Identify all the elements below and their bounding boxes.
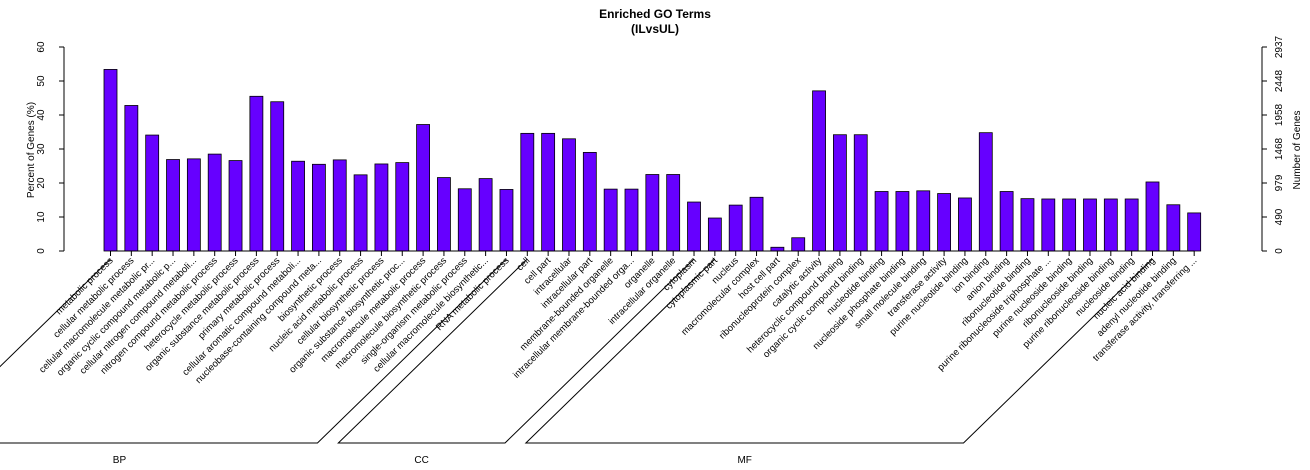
bar <box>687 201 701 252</box>
bar <box>582 151 597 252</box>
bar <box>311 163 326 252</box>
y-tick-label: 20 <box>36 177 47 189</box>
bar <box>874 191 889 252</box>
bar <box>1187 212 1202 252</box>
y2-tick-label: 1468 <box>1274 137 1285 160</box>
bar <box>958 197 972 252</box>
bar <box>749 196 764 252</box>
bar <box>791 237 806 252</box>
bar <box>562 138 576 252</box>
bar <box>499 189 514 252</box>
bar <box>228 160 243 252</box>
x-axis <box>110 250 1195 256</box>
chart-title: Enriched GO Terms <box>599 7 711 21</box>
bar <box>1083 198 1097 252</box>
y2-tick-label: 0 <box>1274 248 1285 254</box>
bar <box>853 134 868 252</box>
bar <box>145 134 160 252</box>
y2-tick-label: 1958 <box>1274 103 1285 126</box>
bar <box>999 191 1014 252</box>
group-label: MF <box>737 455 751 466</box>
y2-tick-label: 2937 <box>1274 35 1285 58</box>
bar <box>291 160 305 252</box>
bar <box>1062 198 1077 252</box>
bar <box>1020 198 1035 252</box>
bar <box>270 101 285 252</box>
bar <box>728 204 743 252</box>
bar <box>374 163 389 252</box>
y-tick-label: 60 <box>36 41 47 53</box>
y2-tick-label: 979 <box>1274 174 1285 191</box>
bar <box>103 69 118 252</box>
bar <box>1041 198 1056 252</box>
y-axis-right: 0 490 979 1468 1958 2448 2937 <box>1261 35 1285 254</box>
bar <box>353 174 368 252</box>
bar <box>437 177 451 252</box>
y-tick-label: 30 <box>36 143 47 155</box>
bar <box>395 162 410 252</box>
group-bracket <box>337 258 695 444</box>
group-label: BP <box>113 455 127 466</box>
bar <box>833 134 847 252</box>
bar <box>645 174 660 252</box>
bar <box>937 193 951 252</box>
bar <box>603 188 618 252</box>
bar <box>707 217 722 252</box>
bar <box>624 188 639 252</box>
bar <box>478 178 493 252</box>
bar <box>249 95 264 252</box>
bar <box>166 159 180 252</box>
bar <box>978 132 993 252</box>
y2-tick-label: 2448 <box>1274 69 1285 92</box>
group-brackets: BP CC MF <box>0 258 1153 466</box>
y-tick-label: 10 <box>36 211 47 223</box>
y2-tick-label: 490 <box>1274 208 1285 225</box>
bar-series <box>103 69 1202 252</box>
y-tick-label: 0 <box>36 248 47 254</box>
y-tick-label: 40 <box>36 109 47 121</box>
y-axis-title: Percent of Genes (%) <box>26 102 37 198</box>
bar <box>541 132 556 252</box>
y-axis-left: 0 10 20 30 40 50 60 <box>36 41 65 254</box>
bar <box>895 191 910 252</box>
chart-subtitle: (ILvsUL) <box>631 22 679 36</box>
y-tick-label: 50 <box>36 75 47 87</box>
y2-axis-title: Number of Genes <box>1292 111 1303 190</box>
bar <box>124 105 139 252</box>
group-label: CC <box>414 455 428 466</box>
group-bracket <box>0 258 507 444</box>
bar <box>457 188 472 252</box>
bar <box>332 159 347 252</box>
bar <box>207 153 222 252</box>
bar <box>1166 204 1181 252</box>
bar <box>1124 198 1139 252</box>
group-bracket <box>524 258 1153 444</box>
bar <box>916 190 931 252</box>
bar <box>812 90 826 252</box>
bar <box>520 132 535 252</box>
bar <box>1145 181 1160 252</box>
bar <box>186 158 201 252</box>
bar <box>1103 198 1118 252</box>
bar <box>416 124 431 252</box>
bar <box>666 174 681 252</box>
bar <box>770 246 785 252</box>
